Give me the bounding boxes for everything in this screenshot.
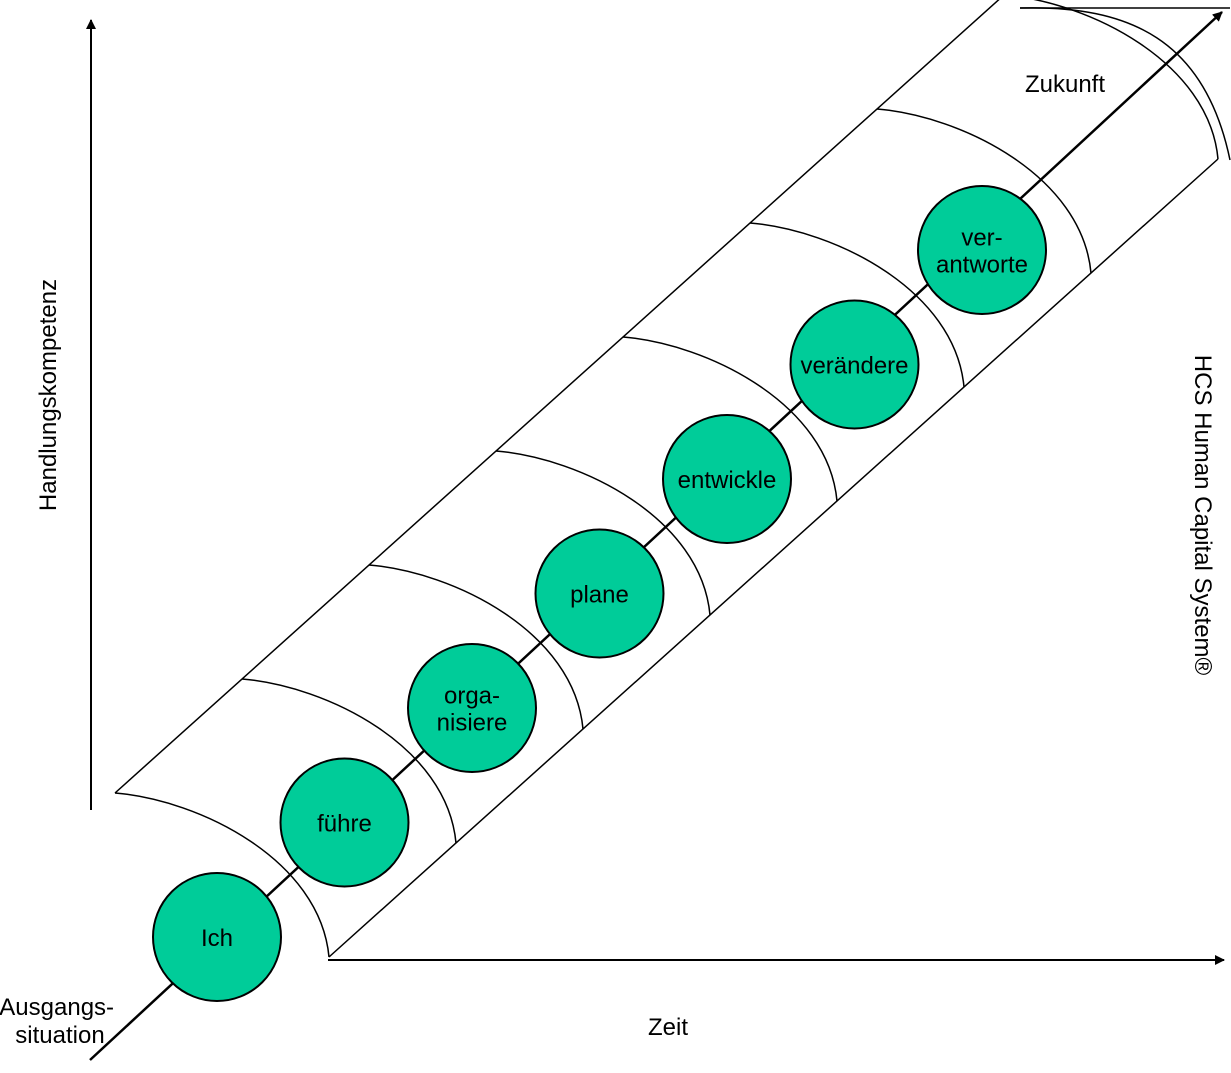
development-tube (114, 0, 1231, 958)
stage-label: entwickle (678, 467, 777, 494)
stage-label: führe (317, 811, 372, 838)
stage-circle (152, 872, 282, 1002)
stage-label: ver-antworte (936, 225, 1028, 279)
progress-arrow (89, 11, 1223, 1061)
tube-arc (495, 450, 711, 616)
stage-1: Ich (152, 872, 282, 1002)
tube-arc (114, 792, 330, 958)
tube-arc (1033, 0, 1219, 160)
tube-arc (876, 108, 1092, 274)
stage-circle (407, 643, 537, 773)
end-label: Zukunft (1025, 71, 1105, 98)
stage-label: orga-nisiere (437, 683, 508, 737)
tube-bottom-edge (328, 158, 1219, 958)
stage-label-line: plane (570, 582, 629, 609)
stage-label-line: verändere (800, 353, 908, 380)
stage-label: Ich (201, 925, 233, 952)
tube-end-arc (1019, 7, 1231, 161)
stage-circle (789, 299, 920, 430)
start-label: Ausgangs- situation (0, 994, 121, 1049)
stage-label: plane (570, 582, 629, 609)
tube-arc (368, 564, 584, 730)
stage-circle (917, 185, 1047, 315)
stage-circles: Ich führe orga-nisiere plane entwickle veränd… (152, 185, 1047, 1002)
stage-circle (534, 528, 665, 659)
tube-arc (749, 222, 965, 388)
tube-arc (241, 678, 457, 844)
stage-label-line: nisiere (437, 710, 508, 737)
stage-7: ver-antworte (917, 185, 1047, 315)
y-axis-label: Handlungskompetenz (35, 279, 62, 511)
stage-label-line: Ich (201, 925, 233, 952)
tube-arc (622, 336, 838, 502)
start-label-line-1: Ausgangs- (0, 994, 114, 1021)
tube-top-edge (114, 0, 1000, 794)
stage-label-line: entwickle (678, 467, 777, 494)
stage-6: verändere (789, 299, 920, 430)
stage-label-line: führe (317, 811, 372, 838)
stage-label-line: orga- (444, 683, 500, 710)
stage-2: führe (279, 757, 410, 888)
start-label-line-2: situation (15, 1022, 104, 1049)
stage-circle (662, 414, 792, 544)
x-axis-label: Zeit (648, 1014, 688, 1041)
stage-label-line: antworte (936, 252, 1028, 279)
stage-4: plane (534, 528, 665, 659)
side-label: HCS Human Capital System® (1189, 355, 1216, 676)
stage-circle (279, 757, 410, 888)
stage-label: verändere (800, 353, 908, 380)
stage-5: entwickle (662, 414, 792, 544)
stage-3: orga-nisiere (407, 643, 537, 773)
stage-label-line: ver- (961, 225, 1002, 252)
